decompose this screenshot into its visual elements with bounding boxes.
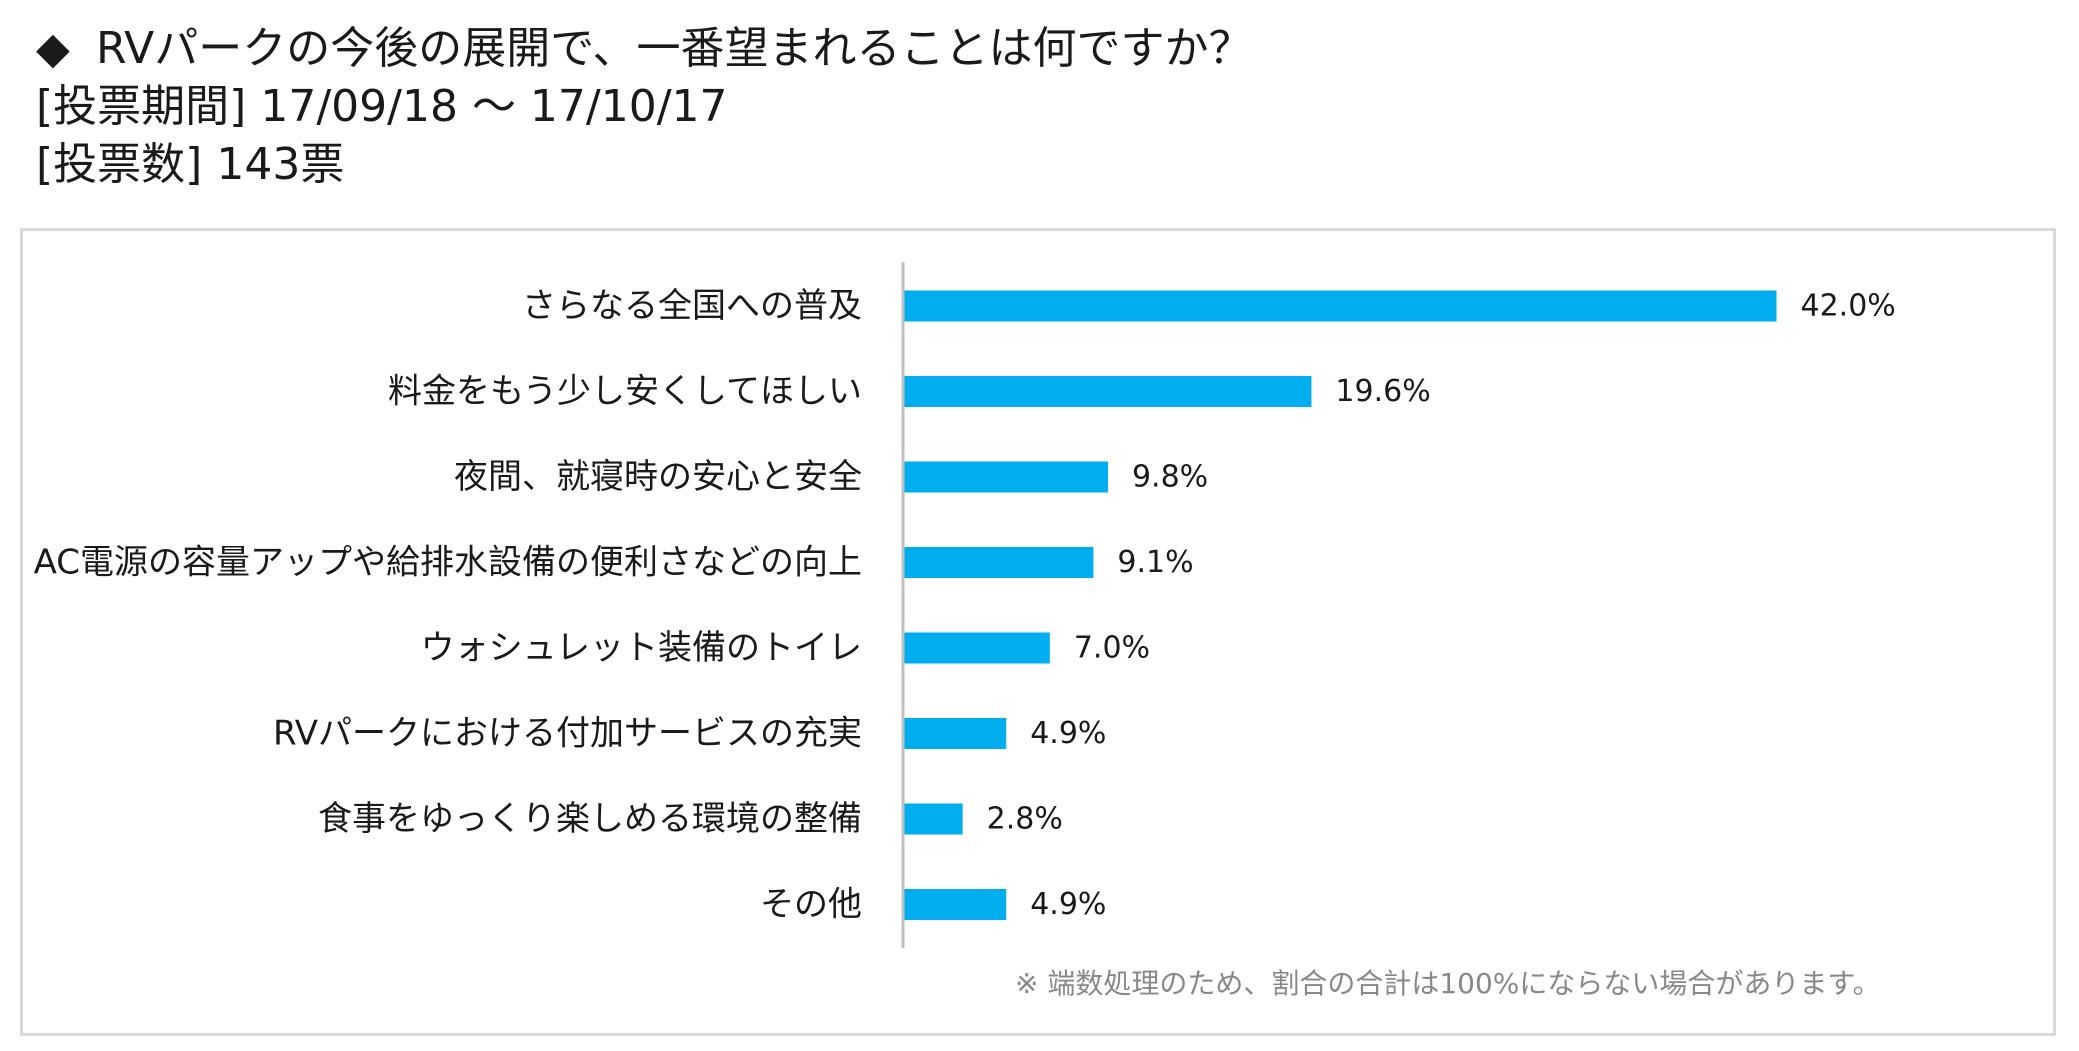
chart-header: ◆ RVパークの今後の展開で、一番望まれることは何ですか？ [投票期間] 17/0…: [36, 20, 1253, 194]
value-label: 42.0%: [1801, 289, 1896, 324]
category-label: RVパークにおける付加サービスの充実: [273, 714, 862, 754]
bar: [904, 290, 1777, 322]
bar: [904, 461, 1108, 493]
value-label: 4.9%: [1030, 716, 1106, 751]
diamond-icon: ◆: [36, 23, 70, 74]
value-label: 9.1%: [1117, 545, 1193, 580]
bar: [904, 376, 1312, 407]
question-line: ◆ RVパークの今後の展開で、一番望まれることは何ですか？: [36, 20, 1253, 78]
value-label: 19.6%: [1335, 374, 1430, 409]
category-label: AC電源の容量アップや給排水設備の便利さなどの向上: [34, 543, 862, 583]
value-label: 2.8%: [987, 802, 1063, 837]
value-label: 4.9%: [1030, 887, 1106, 922]
category-label: ウォシュレット装備のトイレ: [421, 628, 862, 668]
voting-period-label: [投票期間]: [36, 81, 247, 132]
vote-count-label: [投票数]: [36, 139, 203, 190]
rounding-footnote: ※ 端数処理のため、割合の合計は100%にならない場合があります。: [1015, 967, 1881, 1000]
question-title: RVパークの今後の展開で、一番望まれることは何ですか？: [96, 23, 1253, 74]
bar: [904, 718, 1007, 749]
bar: [904, 889, 1007, 920]
value-label: 7.0%: [1074, 631, 1150, 666]
voting-period-value: 17/09/18 ～ 17/10/17: [260, 81, 728, 132]
category-label: 食事をゆっくり楽しめる環境の整備: [318, 799, 862, 839]
value-label: 9.8%: [1132, 460, 1208, 495]
category-label: 料金をもう少し安くしてほしい: [388, 372, 862, 412]
category-label: さらなる全国への普及: [522, 286, 862, 326]
voting-period-line: [投票期間] 17/09/18 ～ 17/10/17: [36, 78, 1253, 136]
category-label: 夜間、就寝時の安心と安全: [454, 457, 862, 497]
chart-frame: [20, 228, 2056, 1036]
vote-count-value: 143票: [216, 139, 345, 190]
bar: [904, 632, 1050, 664]
bar: [904, 803, 963, 835]
bar: [904, 547, 1094, 578]
vote-count-line: [投票数] 143票: [36, 136, 1253, 194]
category-label: その他: [760, 885, 862, 925]
